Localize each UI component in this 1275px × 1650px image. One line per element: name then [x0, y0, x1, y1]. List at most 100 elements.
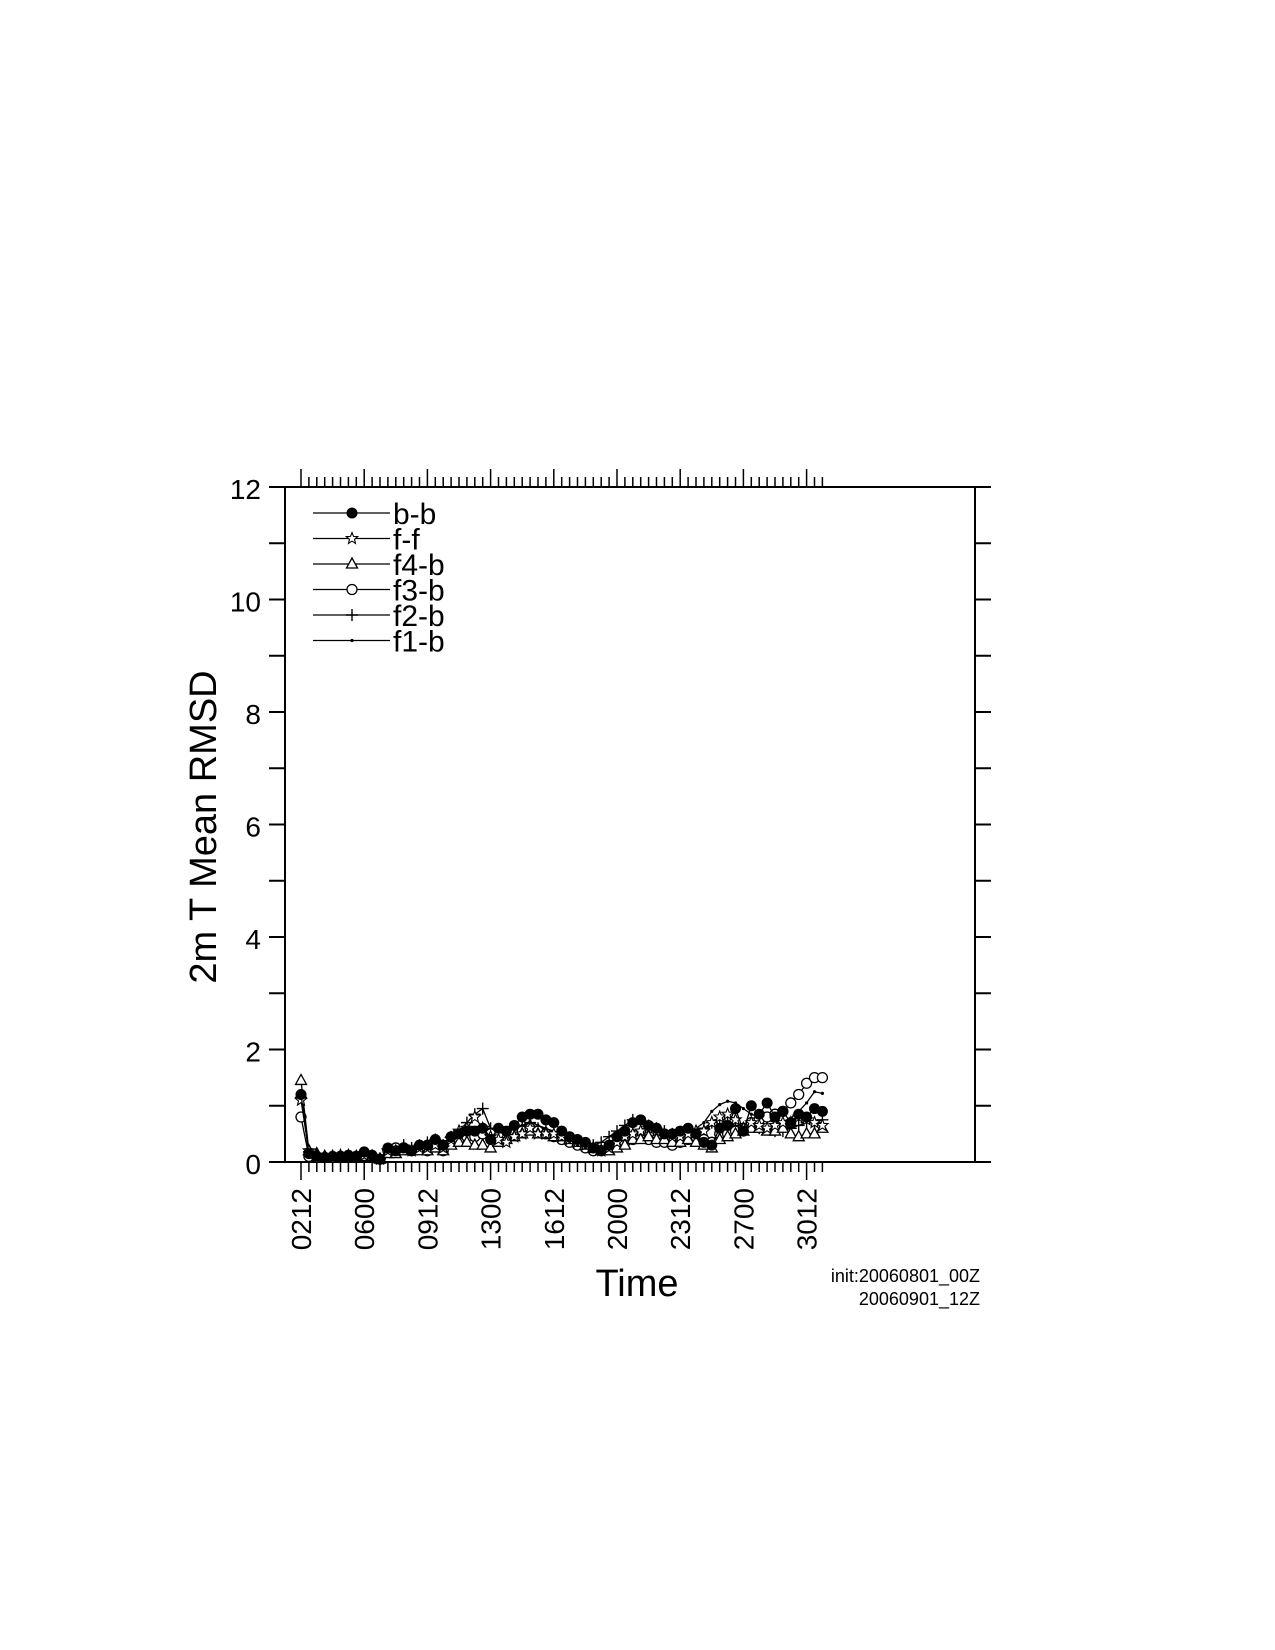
point	[346, 507, 358, 519]
y-tick-label: 10	[230, 587, 261, 618]
point	[350, 638, 354, 643]
point	[524, 1108, 536, 1120]
point	[760, 1120, 775, 1135]
point	[815, 1117, 830, 1132]
plot-border	[284, 486, 976, 1163]
valid-annotation: 20060901_12Z	[859, 1289, 980, 1310]
series-line	[300, 1080, 823, 1160]
point	[793, 1088, 805, 1101]
point	[579, 1136, 591, 1148]
point	[726, 1099, 730, 1103]
y-tick-label: 0	[245, 1149, 261, 1180]
point	[429, 1134, 441, 1145]
x-tick-label: 2000	[602, 1188, 633, 1250]
point	[785, 1097, 797, 1109]
x-tick-label: 1300	[476, 1188, 507, 1250]
point	[722, 1119, 734, 1131]
point	[816, 1071, 829, 1084]
y-tick-label: 6	[245, 812, 261, 843]
point	[437, 1139, 449, 1151]
x-tick-label: 2700	[728, 1188, 759, 1250]
point	[816, 1105, 828, 1117]
point	[548, 1117, 560, 1129]
legend-item-f4-b: f4-b	[313, 549, 445, 582]
point	[346, 583, 358, 596]
point	[556, 1125, 568, 1137]
point	[649, 1132, 664, 1145]
point	[682, 1122, 694, 1134]
point	[718, 1103, 722, 1107]
x-tick-label: 1612	[539, 1188, 570, 1250]
x-tick-label: 0912	[412, 1188, 443, 1250]
point	[785, 1117, 797, 1129]
point	[295, 1089, 307, 1100]
point	[749, 1112, 753, 1116]
series-layer	[293, 1071, 830, 1166]
y-tick-label: 2	[245, 1037, 261, 1068]
legend-label: b-b	[393, 498, 436, 531]
point	[461, 1125, 473, 1137]
legend-label: f4-b	[393, 549, 445, 582]
point	[346, 609, 358, 621]
point	[452, 1134, 466, 1147]
legend-label: f2-b	[393, 600, 445, 633]
point	[635, 1114, 647, 1126]
y-tick-label: 8	[245, 699, 261, 730]
point	[603, 1139, 615, 1151]
point	[784, 1126, 798, 1139]
point	[467, 1109, 482, 1124]
point	[642, 1129, 656, 1142]
point	[761, 1097, 773, 1109]
x-axis-title: Time	[595, 1263, 678, 1305]
x-tick-label: 0212	[286, 1188, 317, 1250]
point	[414, 1139, 425, 1151]
y-tick-label: 12	[230, 474, 261, 505]
y-axis-title: 2m T Mean RMSD	[183, 670, 225, 983]
point	[611, 1131, 623, 1143]
point	[345, 556, 359, 569]
point	[696, 1123, 712, 1138]
point	[619, 1125, 631, 1137]
x-tick-label: 0600	[349, 1188, 380, 1250]
legend-item-f1-b: f1-b	[313, 626, 445, 659]
legend-label: f-f	[393, 524, 420, 557]
x-tick-label: 2312	[665, 1188, 696, 1250]
point	[468, 1137, 482, 1150]
point	[812, 1090, 817, 1094]
point	[500, 1125, 512, 1137]
point	[730, 1103, 741, 1115]
point	[344, 530, 360, 545]
point	[327, 1150, 339, 1162]
point	[508, 1119, 520, 1131]
legend-item-f3-b: f3-b	[313, 575, 445, 608]
point	[690, 1128, 702, 1140]
point	[476, 1102, 489, 1115]
point	[710, 1109, 714, 1113]
point	[800, 1077, 813, 1089]
point	[745, 1100, 757, 1112]
legend-item-f2-b: f2-b	[313, 600, 445, 633]
plot-frame	[284, 486, 976, 1163]
point	[820, 1091, 825, 1095]
point	[769, 1111, 781, 1123]
legend: b-bf-ff4-bf3-bf2-bf1-b	[313, 498, 445, 659]
point	[801, 1111, 813, 1123]
point	[737, 1125, 749, 1137]
legend-label: f3-b	[393, 575, 445, 608]
point	[712, 1109, 727, 1124]
point	[805, 1101, 809, 1105]
x-tick-label: 3012	[792, 1188, 823, 1250]
point	[485, 1134, 497, 1145]
point	[777, 1105, 789, 1117]
point	[800, 1126, 814, 1139]
point	[702, 1121, 706, 1125]
point	[595, 1145, 607, 1157]
legend-label: f1-b	[393, 626, 445, 659]
point	[460, 1134, 474, 1147]
init-annotation: init:20060801_00Z	[831, 1266, 980, 1287]
point	[476, 1137, 490, 1150]
point	[741, 1106, 746, 1111]
point	[532, 1108, 544, 1120]
point	[374, 1153, 386, 1165]
